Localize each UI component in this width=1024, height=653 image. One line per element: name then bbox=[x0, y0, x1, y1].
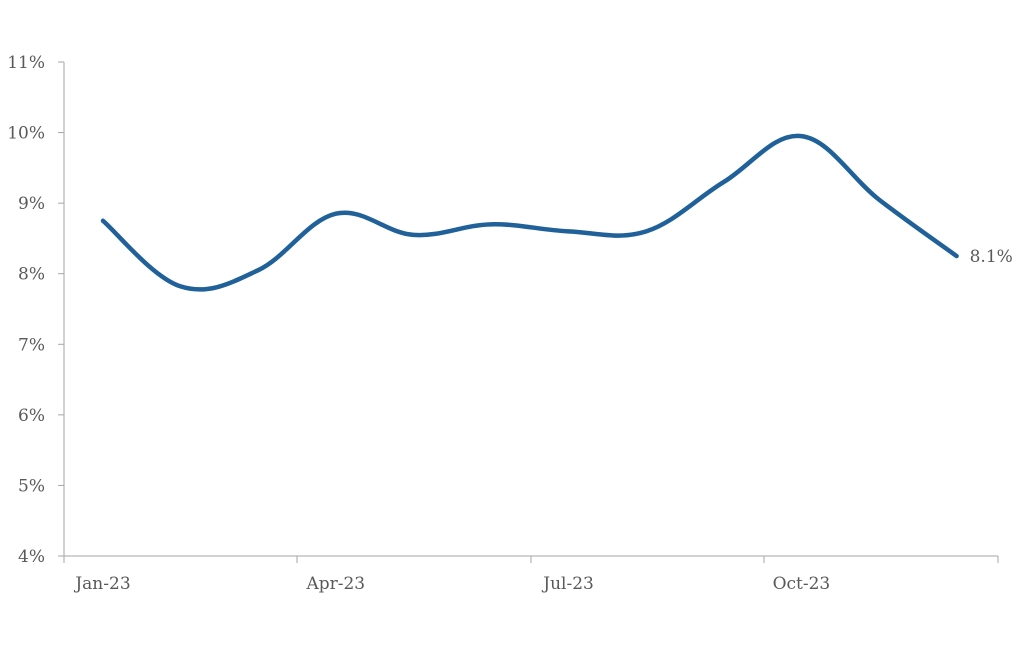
x-tick-label: Oct-23 bbox=[773, 574, 831, 594]
end-value-label: 8.1% bbox=[970, 247, 1013, 267]
y-tick-label: 5% bbox=[18, 476, 45, 496]
x-tick-label: Jan-23 bbox=[73, 574, 130, 594]
x-tick-label: Apr-23 bbox=[305, 574, 365, 594]
y-tick-label: 10% bbox=[7, 124, 45, 144]
y-tick-label: 4% bbox=[18, 547, 45, 567]
y-tick-label: 11% bbox=[7, 53, 45, 73]
y-tick-label: 8% bbox=[18, 265, 45, 285]
series-line bbox=[100, 133, 959, 292]
x-tick-label: Jul-23 bbox=[541, 574, 594, 594]
y-tick-label: 7% bbox=[18, 335, 45, 355]
label-layer: 8.1% bbox=[970, 247, 1013, 267]
y-tick-label: 9% bbox=[18, 194, 45, 214]
y-tick-label: 6% bbox=[18, 406, 45, 426]
series-layer bbox=[100, 133, 959, 292]
y-axis: 4% 5% 6% 7% 8% 9% 10% 11% bbox=[7, 53, 65, 567]
x-axis: Jan-23 Apr-23 Jul-23 Oct-23 bbox=[63, 555, 999, 594]
